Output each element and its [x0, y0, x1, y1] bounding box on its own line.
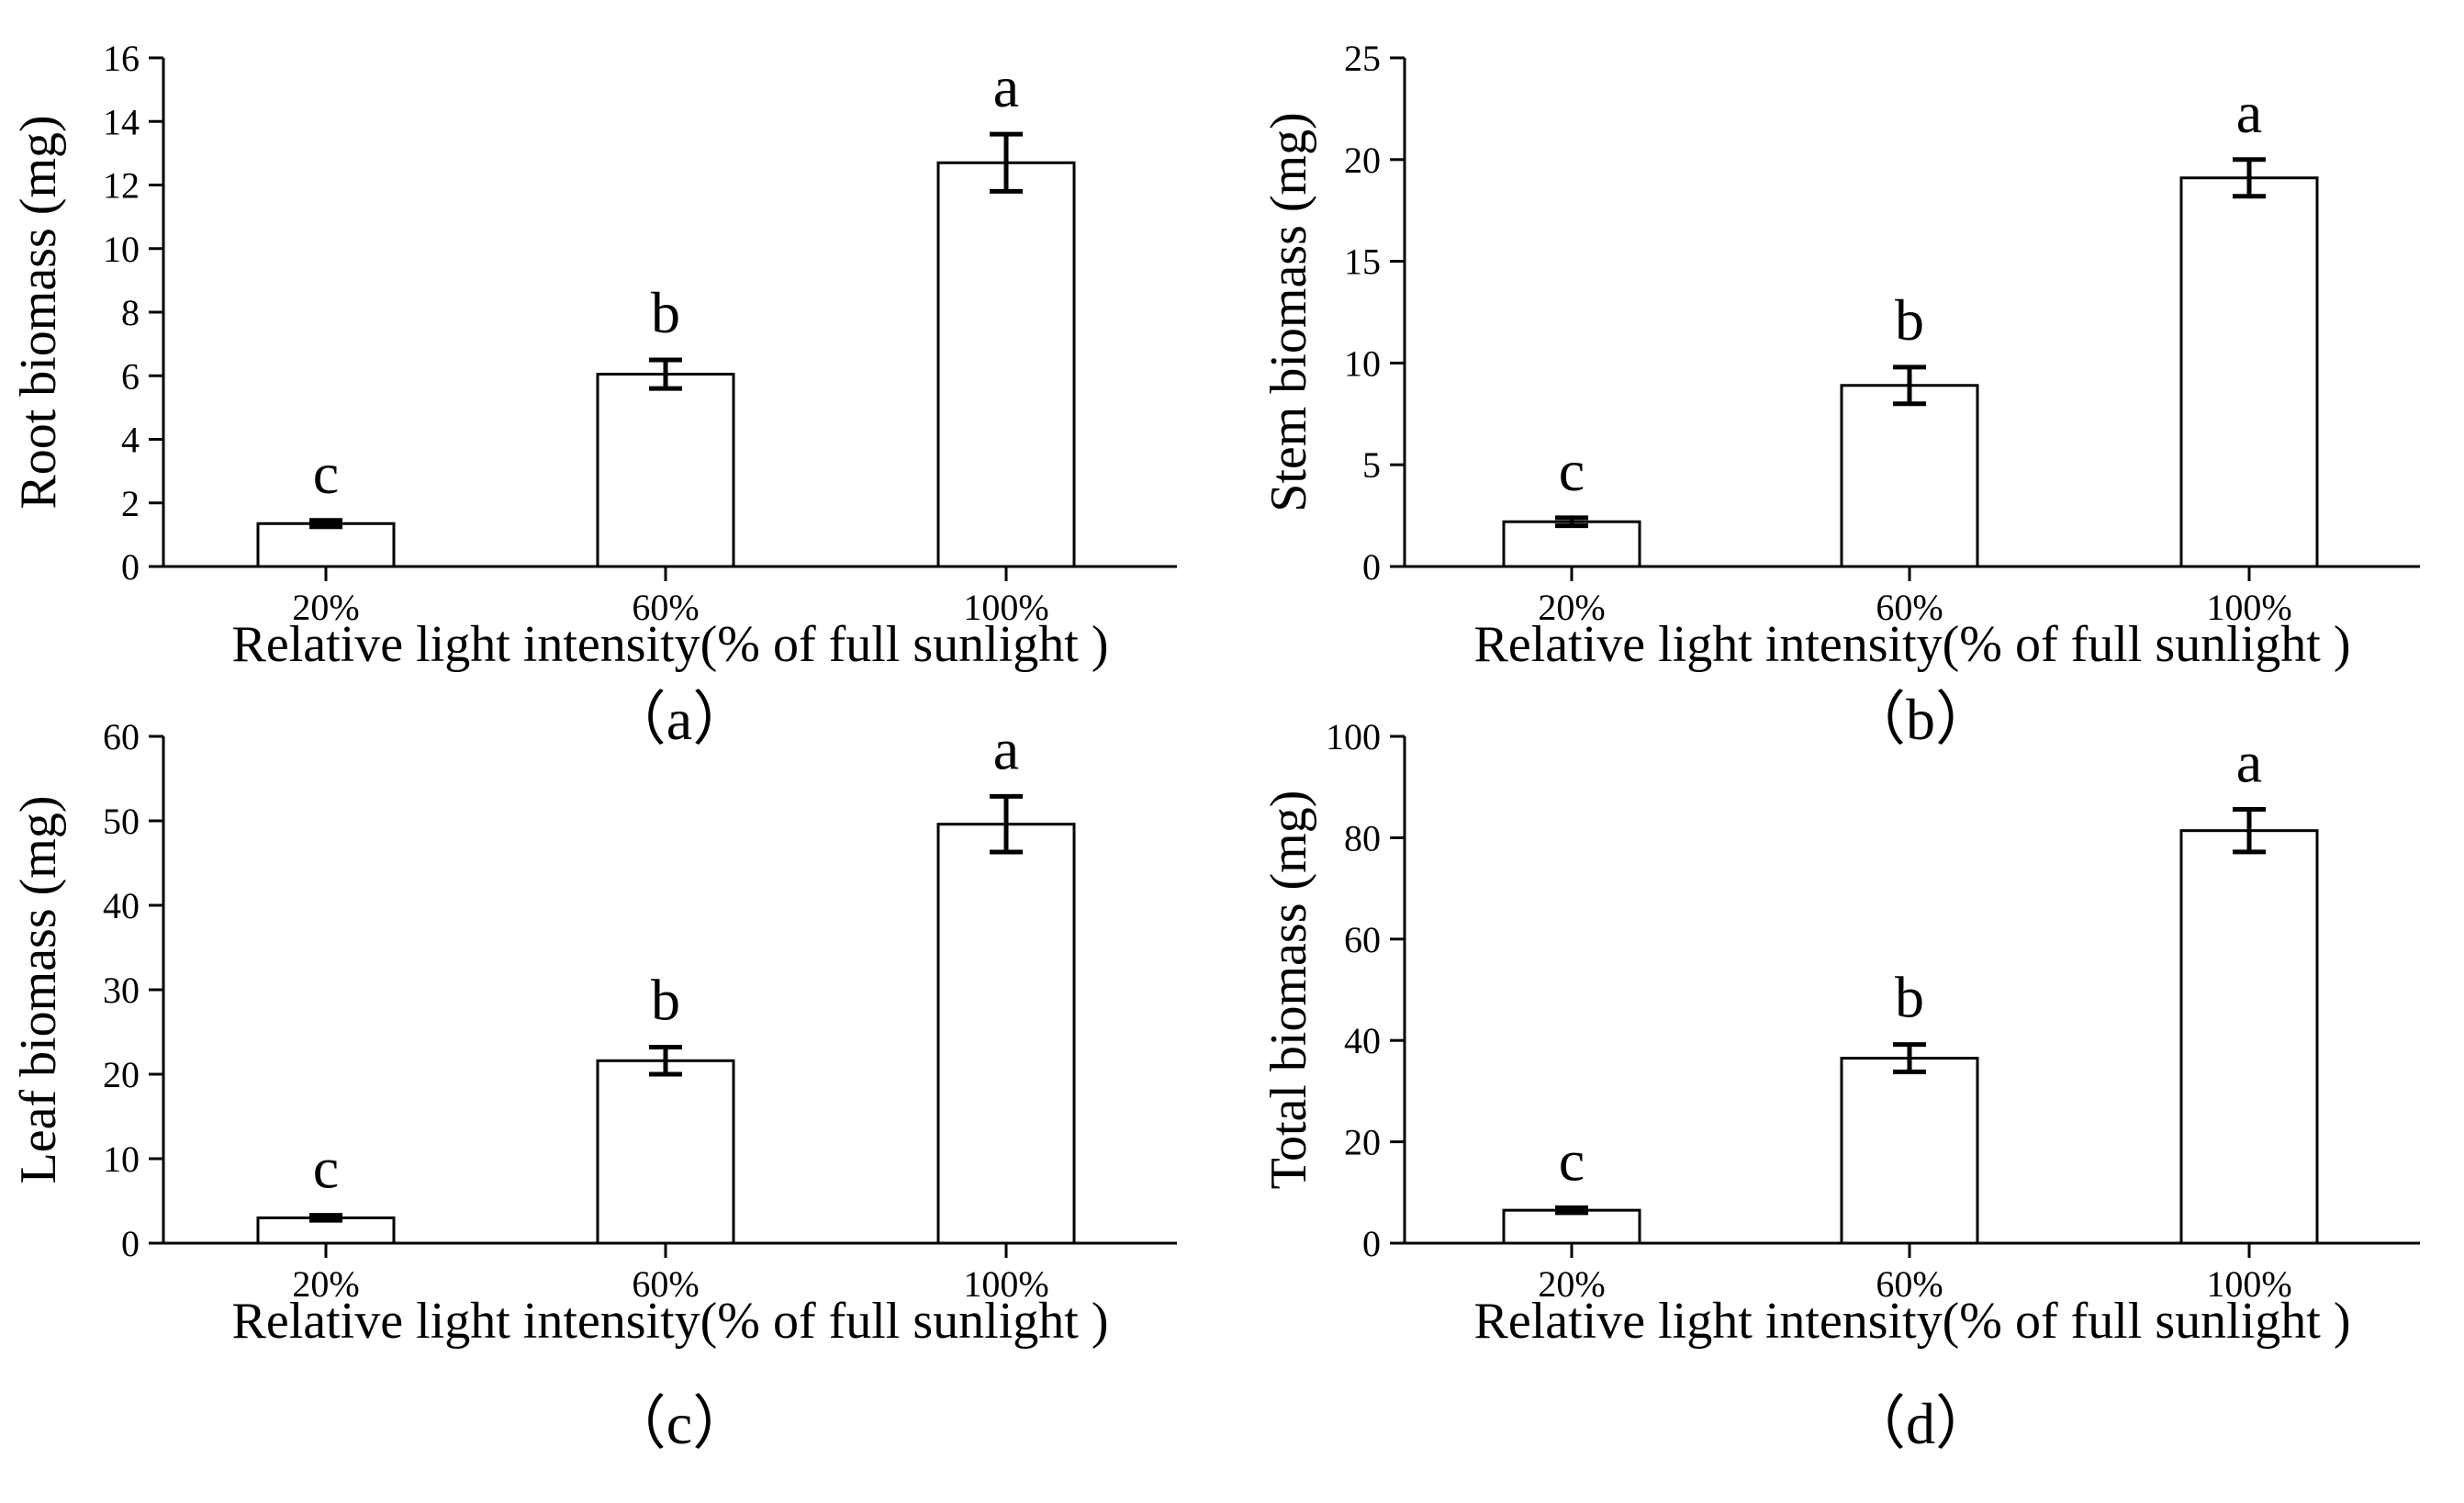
y-tick-label: 100 — [1326, 716, 1381, 757]
y-tick-label: 25 — [1344, 38, 1381, 79]
y-tick-label: 10 — [103, 1138, 140, 1180]
y-tick-label: 20 — [1344, 1122, 1381, 1163]
y-tick-label: 4 — [121, 420, 140, 461]
significance-letter: b — [651, 968, 680, 1033]
significance-letter: a — [2236, 729, 2262, 794]
significance-letter: a — [993, 54, 1019, 119]
y-axis-label: Total biomass (mg) — [1260, 791, 1317, 1190]
bar — [1502, 520, 1641, 568]
y-tick-label: 14 — [103, 101, 140, 142]
significance-letter: b — [1895, 287, 1924, 353]
bar — [1840, 384, 1979, 568]
x-axis-label: Relative light intensity(% of full sunli… — [1474, 616, 2351, 673]
significance-letter: c — [1559, 438, 1585, 503]
x-tick-label: 60% — [1876, 1263, 1943, 1305]
panel-label: （a） — [608, 687, 751, 752]
x-tick-label: 20% — [292, 587, 359, 628]
panel-label: （d） — [1847, 1391, 1994, 1456]
x-axis-label: Relative light intensity(% of full sunli… — [1474, 1293, 2351, 1350]
x-tick-label: 100% — [963, 1263, 1048, 1305]
chart-panel: 0 10 20 30 40 50 60 20% c 60% b 100% a Relative light… — [10, 716, 1177, 1456]
y-tick-label: 60 — [1344, 919, 1381, 960]
x-tick-label: 60% — [632, 587, 699, 628]
y-tick-label: 0 — [121, 1223, 140, 1264]
y-tick-label: 8 — [121, 292, 140, 333]
bar — [936, 161, 1076, 568]
x-tick-label: 100% — [2206, 1263, 2291, 1305]
y-tick-label: 40 — [103, 885, 140, 926]
bar — [1840, 1057, 1979, 1245]
y-tick-label: 0 — [1362, 546, 1381, 588]
y-tick-label: 6 — [121, 355, 140, 397]
bar — [936, 823, 1076, 1245]
y-tick-label: 20 — [103, 1054, 140, 1095]
x-tick-label: 20% — [292, 1263, 359, 1305]
chart-panel: 0 2 4 6 8 10 12 14 16 20% c 60% b 100% a Relative light… — [10, 38, 1177, 752]
significance-letter: b — [651, 280, 680, 345]
y-tick-label: 0 — [1362, 1223, 1381, 1264]
panel-label: （b） — [1847, 687, 1994, 752]
y-tick-label: 5 — [1362, 444, 1381, 486]
significance-letter: c — [313, 1136, 339, 1201]
x-tick-label: 60% — [632, 1263, 699, 1305]
x-axis-label: Relative light intensity(% of full sunli… — [232, 1293, 1109, 1350]
y-tick-label: 60 — [103, 716, 140, 757]
x-tick-label: 100% — [963, 587, 1048, 628]
bar — [2179, 176, 2319, 568]
chart-panel: 0 5 10 15 20 25 20% c 60% b 100% a Relative light in… — [1260, 38, 2420, 752]
x-tick-label: 20% — [1538, 1263, 1605, 1305]
significance-letter: a — [2236, 80, 2262, 145]
panel-label: （c） — [608, 1391, 751, 1456]
y-axis-label: Leaf biomass (mg) — [10, 796, 67, 1184]
significance-letter: b — [1895, 965, 1924, 1030]
y-tick-label: 50 — [103, 801, 140, 842]
y-tick-label: 10 — [103, 229, 140, 270]
y-tick-label: 0 — [121, 546, 140, 588]
y-tick-label: 40 — [1344, 1020, 1381, 1061]
significance-letter: a — [993, 716, 1019, 781]
bar — [596, 1059, 735, 1245]
y-axis-label: Stem biomass (mg) — [1260, 112, 1317, 512]
x-tick-label: 20% — [1538, 587, 1605, 628]
y-tick-label: 16 — [103, 38, 140, 79]
y-tick-label: 2 — [121, 483, 140, 524]
y-tick-label: 30 — [103, 970, 140, 1011]
x-tick-label: 60% — [1876, 587, 1943, 628]
y-axis-label: Root biomass (mg) — [10, 115, 67, 509]
x-tick-label: 100% — [2206, 587, 2291, 628]
bar — [256, 522, 396, 568]
significance-letter: c — [1559, 1127, 1585, 1193]
y-tick-label: 80 — [1344, 817, 1381, 858]
significance-letter: c — [313, 441, 339, 506]
y-tick-label: 12 — [103, 165, 140, 207]
chart-panel: 0 20 40 60 80 100 20% c 60% b 100% a Relative light … — [1260, 716, 2420, 1456]
x-axis-label: Relative light intensity(% of full sunli… — [232, 616, 1109, 673]
bar — [596, 373, 735, 568]
y-tick-label: 10 — [1344, 342, 1381, 384]
bar — [2179, 829, 2319, 1245]
y-tick-label: 15 — [1344, 241, 1381, 283]
bar — [1502, 1208, 1641, 1245]
y-tick-label: 20 — [1344, 140, 1381, 181]
